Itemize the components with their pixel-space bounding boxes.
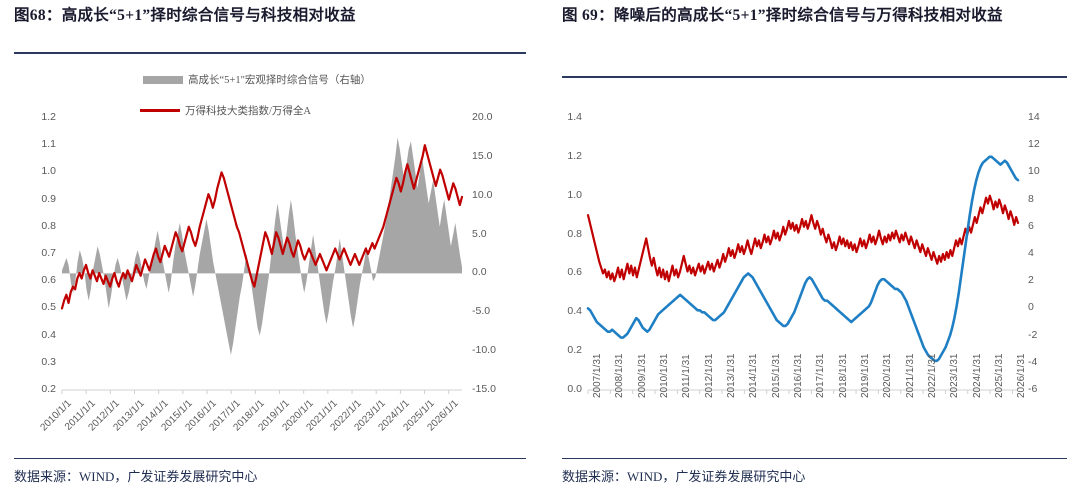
x-axis-label: 2023/1/31 [949,353,961,399]
y-axis-left-label: 0.8 [41,219,56,232]
y-axis-right-label: 10.0 [472,188,493,201]
y-axis-right-label: -5.0 [472,305,491,318]
y-axis-right-label: 12 [1028,138,1040,151]
x-axis-label: 2026/1/31 [1016,353,1028,399]
y-axis-right-label: 10 [1028,165,1040,178]
series-line-index [586,194,1020,283]
series-line-signal [586,155,1020,363]
y-axis-right-label: 4 [1028,247,1034,259]
y-axis-right-label: 0.0 [472,266,487,279]
y-axis-left-label: 1.0 [41,165,56,178]
y-axis-left-label: 1.2 [567,149,582,162]
y-axis-left-label: 0.0 [567,383,582,395]
y-axis-left-label: 1.4 [567,111,582,123]
y-axis-right-label: -6 [1028,383,1038,395]
y-axis-left-label: 0.8 [567,227,582,240]
figure-68-source: 数据来源：WIND，广发证券发展研究中心 [14,469,258,484]
y-axis-left-label: 0.9 [41,192,56,205]
y-axis-right-label: 2 [1028,274,1034,287]
y-axis-left-label: 0.5 [41,301,56,314]
y-axis-right-label: -15.0 [472,383,496,395]
y-axis-right-label: 0 [1028,301,1034,314]
x-axis-label: 2010/1/31 [659,353,670,399]
figure-69-title: 图 69：降噪后的高成长“5+1”择时综合信号与万得科技相对收益 [562,7,1003,24]
x-axis-label: 2019/1/31 [860,353,872,399]
x-axis-label: 2018/1/31 [837,353,849,399]
figure-68-legend-item-index: 万得科技大类指数/万得全A [140,103,311,118]
y-axis-right-label: -10.0 [472,344,496,357]
y-axis-left-label: 0.2 [41,383,56,395]
x-axis-label: 2012/1/31 [703,353,715,399]
x-axis-label: 2014/1/31 [748,353,760,399]
figure-69-source: 数据来源：WIND，广发证券发展研究中心 [562,469,806,484]
y-axis-right-label: 8 [1028,192,1034,205]
figure-69-panel: 图 69：降噪后的高成长“5+1”择时综合信号与万得科技相对收益 万得科技大类指… [540,0,1080,495]
x-axis-label: 2011/1/31 [681,354,693,398]
figure-68-panel: 图68：高成长“5+1”择时综合信号与科技相对收益 高成长“5+1"宏观择时综合… [0,0,540,484]
x-axis-label: 2017/1/31 [815,353,827,399]
x-axis-label: 2009/1/31 [636,353,648,399]
x-axis-label: 2007/1/31 [592,353,603,399]
x-axis-label: 2016/1/31 [793,353,805,399]
area-swatch-icon [143,75,183,84]
x-axis-label: 2020/1/31 [882,353,894,399]
figure-68-title-rule [14,52,526,54]
legend-label: 高成长“5+1"宏观择时综合信号（右轴） [188,75,371,86]
figure-68-plot: 0.2 0.3 0.4 0.5 0.6 0.7 0.8 0.9 1.0 1.1 1.2 -15.0 -1… [0,0,540,460]
y-axis-left-label: 1.2 [41,111,56,123]
y-axis-right-label: -2 [1028,328,1038,341]
y-axis-left-label: 0.4 [567,305,582,318]
y-axis-left-label: 0.3 [41,355,56,368]
x-axis-label: 2013/1/31 [726,353,738,399]
y-axis-left-label: 0.7 [41,247,56,259]
y-axis-left-label: 1.1 [41,138,56,151]
x-axis-label: 2008/1/31 [614,353,626,399]
x-axis-label: 2025/1/31 [994,353,1006,399]
chart-svg [60,137,464,394]
x-axis-label: 2024/1/31 [971,353,983,399]
y-axis-right-label: 20.0 [472,111,493,123]
y-axis-right-label: -4 [1028,355,1038,368]
legend-label: 万得科技大类指数/万得全A [185,106,311,117]
y-axis-left-label: 0.4 [41,328,56,341]
x-axis-label: 2021/1/31 [904,353,916,399]
y-axis-right-label: 5.0 [472,227,487,240]
y-axis-right-label: 15.0 [472,149,493,162]
chart-svg [586,155,1020,394]
x-axis-label: 2015/1/31 [770,353,782,399]
figure-69-footer-rule [562,458,1067,460]
y-axis-left-label: 0.6 [41,274,56,287]
series-line-index [60,144,464,310]
x-axis-label: 2022/1/31 [927,353,939,399]
figure-69-plot: 0.0 0.2 0.4 0.6 0.8 1.0 1.2 1.4 -6 -4 -2 0 2 4 6 8 10 12 1… [540,0,1080,460]
y-axis-right-label: 6 [1028,219,1034,232]
figure-69-title-rule [562,76,1067,78]
figure-68-legend-item-signal: 高成长“5+1"宏观择时综合信号（右轴） [143,72,371,87]
line-swatch-icon [140,109,180,112]
y-axis-left-label: 1.0 [567,188,582,201]
figure-68-footer-rule [14,458,526,460]
figure-68-title: 图68：高成长“5+1”择时综合信号与科技相对收益 [14,7,356,24]
y-axis-left-label: 0.2 [567,344,582,357]
y-axis-left-label: 0.6 [567,266,582,279]
y-axis-right-label: 14 [1028,111,1040,123]
